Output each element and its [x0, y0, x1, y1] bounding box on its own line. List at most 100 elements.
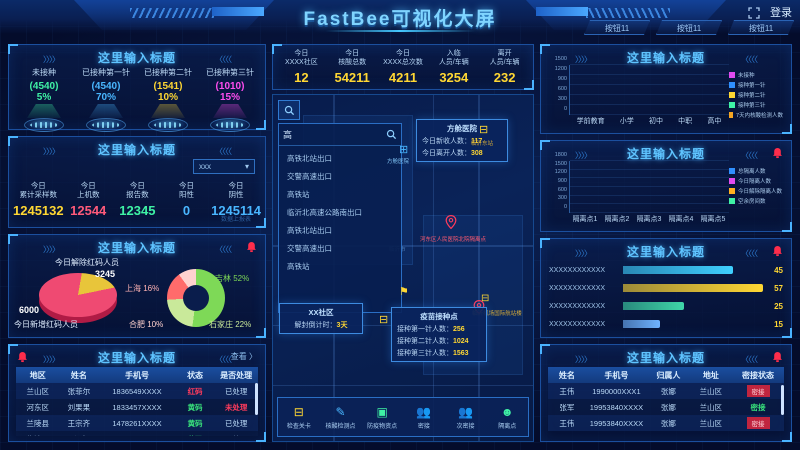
table-row[interactable]: 河东区 刘果果 1833457XXXX 黄码 未处理: [16, 399, 258, 415]
table-scrollbar[interactable]: [255, 383, 258, 415]
legend-item[interactable]: 接种第一针: [729, 81, 783, 89]
legend-item[interactable]: 总隔离人数: [729, 167, 783, 175]
table-row[interactable]: 王伟 19953840XXXX 张娜 兰山区 密接: [548, 415, 784, 431]
stat-base: [24, 118, 64, 132]
deco-right: 〈〈〈〈: [215, 147, 232, 156]
search-result-item[interactable]: 高铁北站出口: [287, 226, 332, 235]
table-row[interactable]: 兰山区 张菲尔 1836549XXXX 红码 已处理: [16, 383, 258, 399]
login-button[interactable]: 登录: [770, 7, 792, 19]
y-tick: 1200: [554, 169, 567, 176]
map-legend-test-icon[interactable]: ✎ 核酸检测点: [320, 405, 362, 430]
table-row[interactable]: 临沭县张雅1862827XXXX黄码已处理: [16, 431, 258, 436]
hospital-icon[interactable]: ⊞: [399, 144, 409, 156]
stat-label: 今日 阳性: [179, 181, 195, 199]
page-title: FastBee可视化大屏: [303, 9, 497, 30]
table-row[interactable]: 王伟 1990000XXX1 张娜 兰山区 密接: [548, 383, 784, 399]
search-result-item[interactable]: 高铁站: [287, 262, 310, 271]
bell-icon[interactable]: [246, 240, 257, 253]
stat-percent: 70%: [95, 92, 116, 103]
bar-track: [623, 266, 770, 274]
deco-left: 〉〉〉〉: [575, 249, 592, 258]
legend-item[interactable]: 接种第三针: [729, 101, 783, 109]
search-result-item[interactable]: 高铁北站出口: [287, 154, 332, 163]
stat-value: 1245132: [13, 203, 64, 218]
horizontal-bar-row[interactable]: XXXXXXXXXXXX 45: [549, 261, 783, 279]
x-tick-label: 初中: [648, 118, 663, 125]
header-button-2[interactable]: 按钮11: [656, 20, 722, 35]
table-scrollbar[interactable]: [781, 385, 784, 415]
legend-label: 隔离点: [498, 423, 517, 430]
legend-item[interactable]: 接种第二针: [729, 91, 783, 99]
header-button-1[interactable]: 按钮11: [584, 20, 650, 35]
stat-base: [148, 118, 188, 132]
legend-label: 未接种: [738, 73, 755, 79]
cell-state: 密接: [732, 417, 784, 429]
code-table: 地区 姓名 手机号 状态 是否处理 兰山区 张菲尔 1836549XXXX 红码 已处理 河东区刘…: [16, 367, 258, 436]
gridline: [570, 177, 729, 179]
bell-icon[interactable]: [772, 244, 783, 257]
donut-label-shanghai: 上海 16%: [125, 284, 160, 293]
search-result-item[interactable]: 交警高速出口: [287, 172, 332, 181]
bell-icon[interactable]: [17, 350, 28, 363]
deco-left: 〉〉〉〉: [575, 55, 592, 64]
fullscreen-icon[interactable]: [748, 6, 760, 19]
cell-area: 兰山区: [26, 386, 50, 396]
header-button-3[interactable]: 按钮11: [728, 20, 794, 35]
cell-state: 密接: [732, 385, 784, 397]
gridline: [570, 194, 729, 196]
checkpoint-icon[interactable]: ⊟: [481, 293, 490, 304]
flag-icon[interactable]: ⚑: [399, 286, 409, 298]
region-select[interactable]: xxx ▾: [193, 159, 255, 174]
cell-status: 黄码: [176, 434, 215, 437]
search-result-item[interactable]: 高铁站: [287, 190, 310, 199]
search-result-item[interactable]: 临沂北高速公路南出口: [287, 208, 362, 217]
map-road: [273, 245, 533, 247]
bar-group: [574, 161, 597, 213]
checkpoint-icon[interactable]: ⊟: [379, 314, 389, 326]
legend-label: 接种第三针: [738, 103, 766, 109]
gridline: [570, 212, 729, 213]
y-tick: 600: [557, 186, 567, 193]
bar-value: 57: [774, 283, 783, 293]
bar-label: XXXXXXXXXXXX: [549, 320, 606, 328]
horizontal-bar-row[interactable]: XXXXXXXXXXXX 15: [549, 315, 783, 333]
map-legend-quarantine-icon[interactable]: ☻ 隔离点: [486, 405, 528, 430]
chart-stacked-bar: 0 300 600 900 1200 1500 学前教育 小学 初中 中职 高中 未接种 接种第一针…: [547, 56, 785, 129]
map-search-panel[interactable]: 高 高铁北站出口 交警高速出口 高铁站 临沂北高速公路南出口 高铁北站出口 交警高速出口高…: [278, 123, 402, 313]
panel-contact-table: 〉〉〉〉 这里输入标题 〈〈〈〈 姓名 手机号 归属人 地址 密接状态 王伟 199000…: [540, 344, 792, 442]
legend-item[interactable]: 今日隔离人数: [729, 177, 783, 185]
view-more-link[interactable]: 查看 〉: [230, 352, 257, 361]
x-tick-label: 小学: [619, 118, 634, 125]
table-row[interactable]: 张军 19953840XXXX 张娜 兰山区 密接: [548, 399, 784, 415]
stat-label: 已接种第一针: [82, 68, 130, 77]
stat-label: 入临 人员/车辆: [438, 50, 469, 66]
legend-swatch: [729, 102, 735, 108]
column-header: 地址: [702, 370, 719, 380]
map-search-button[interactable]: [278, 100, 300, 120]
map-legend-supplies-icon[interactable]: ▣ 防疫物资点: [361, 405, 403, 430]
bell-icon[interactable]: [772, 146, 783, 159]
legend-item[interactable]: 7天内核酸检测人数: [729, 111, 783, 119]
donut-label-hefei: 合肥 10%: [129, 320, 164, 329]
legend-item[interactable]: 未接种: [729, 71, 783, 79]
stat-label: 已接种第二针: [144, 68, 192, 77]
legend-item[interactable]: 今日解除隔离人数: [729, 187, 783, 195]
search-input[interactable]: 高: [279, 124, 401, 146]
plot-area: [569, 64, 729, 115]
horizontal-bar-row[interactable]: XXXXXXXXXXXX 25: [549, 297, 783, 315]
pin-icon[interactable]: [445, 214, 457, 232]
cell-address: 兰山区: [699, 402, 723, 412]
status-badge: 密接: [750, 402, 766, 412]
map-legend-secondary-contact-icon[interactable]: 👥 次密接: [445, 405, 487, 430]
panel-title: 这里输入标题: [97, 51, 176, 65]
map-legend-checkpoint-icon[interactable]: ⊟ 检查关卡: [278, 405, 320, 430]
search-result-item[interactable]: 交警高速出口: [287, 244, 332, 253]
map-container[interactable]: 临沂市 高 高铁北站出口交警高速出口高铁站临沂北高速公路南出口高铁北站出口交警高…: [272, 94, 534, 442]
table-row[interactable]: 兰陵县 王宗齐 1478261XXXX 黄码 已处理: [16, 415, 258, 431]
checkpoint-icon[interactable]: ⊟: [479, 124, 489, 136]
legend-item[interactable]: 空余房间数: [729, 197, 783, 205]
map-legend-close-contact-icon[interactable]: 👥 密接: [403, 405, 445, 430]
bell-icon[interactable]: [772, 350, 783, 363]
pie-released-label: 今日解除红码人员: [55, 258, 119, 267]
horizontal-bar-row[interactable]: XXXXXXXXXXXX 57: [549, 279, 783, 297]
